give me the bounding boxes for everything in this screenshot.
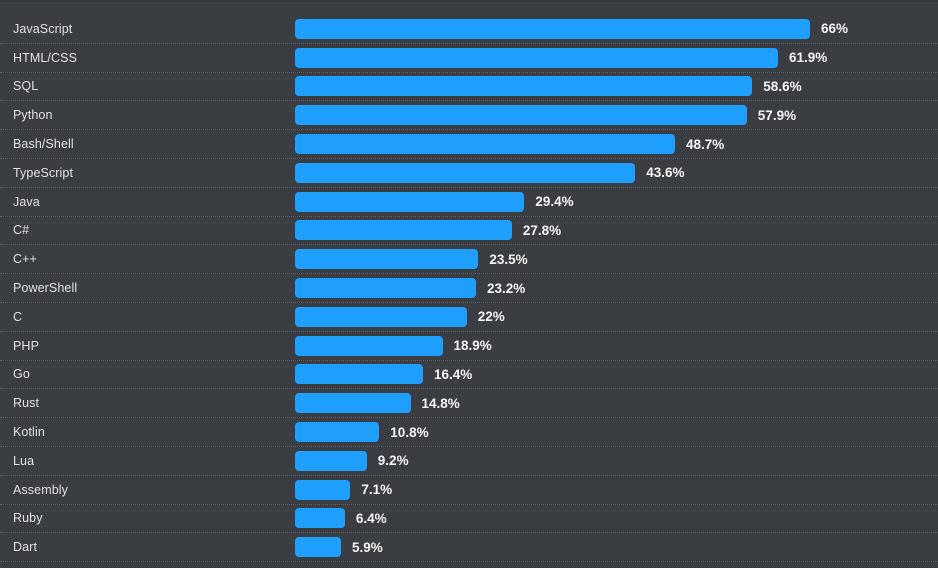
language-label: Ruby xyxy=(13,511,43,526)
chart-row: HTML/CSS 61.9% xyxy=(0,44,938,73)
language-label: Java xyxy=(13,194,40,209)
bar xyxy=(295,422,380,443)
bar xyxy=(295,105,747,126)
bar xyxy=(295,76,753,97)
bar xyxy=(295,479,351,500)
language-label: SQL xyxy=(13,79,39,94)
chart-row: Python 57.9% xyxy=(0,101,938,131)
chart-row: PHP 18.9% xyxy=(0,332,938,361)
chart-row: Ruby 6.4% xyxy=(0,505,938,534)
chart-row: Dart 5.9% xyxy=(0,533,938,563)
language-label: C# xyxy=(13,223,30,238)
bar xyxy=(295,220,512,241)
chart-row: JavaScript 66% xyxy=(0,15,938,44)
chart-row: Lua 9.2% xyxy=(0,447,938,476)
value-label: 57.9% xyxy=(757,107,797,123)
language-label: Bash/Shell xyxy=(13,137,74,152)
value-label: 29.4% xyxy=(535,194,574,210)
value-label: 18.9% xyxy=(453,338,492,354)
chart-row: C++ 23.5% xyxy=(0,245,938,275)
bar xyxy=(295,47,778,68)
language-label: C xyxy=(13,309,23,324)
value-label: 7.1% xyxy=(361,482,393,498)
value-label: 66% xyxy=(821,21,849,37)
language-label: PowerShell xyxy=(13,281,78,296)
chart-row: C# 27.8% xyxy=(0,217,938,246)
chart-row: SQL 58.6% xyxy=(0,73,938,102)
language-label: Kotlin xyxy=(13,425,45,440)
value-label: 14.8% xyxy=(421,395,460,411)
language-label: Dart xyxy=(13,540,38,555)
bar xyxy=(295,191,525,212)
bar xyxy=(295,508,345,529)
language-label: Lua xyxy=(13,453,35,468)
value-label: 43.6% xyxy=(646,165,685,181)
value-label: 16.4% xyxy=(434,366,473,382)
value-label: 61.9% xyxy=(789,50,828,66)
chart-row: TypeScript 43.6% xyxy=(0,159,938,188)
bar xyxy=(295,335,443,356)
language-label: JavaScript xyxy=(13,21,73,36)
bar xyxy=(295,162,636,183)
language-label: C++ xyxy=(13,252,37,267)
chart-row: C 22% xyxy=(0,303,938,332)
bar xyxy=(295,364,423,385)
language-label: Rust xyxy=(13,396,40,411)
language-label: PHP xyxy=(13,338,40,353)
value-label: 10.8% xyxy=(390,424,429,440)
bar xyxy=(295,537,341,558)
value-label: 58.6% xyxy=(763,78,802,94)
bar xyxy=(295,134,675,155)
value-label: 22% xyxy=(477,309,505,325)
bar xyxy=(295,249,479,270)
bar xyxy=(295,18,810,39)
language-label: Go xyxy=(13,367,30,382)
chart-row: Java 29.4% xyxy=(0,188,938,217)
chart-row: Bash/Shell 48.7% xyxy=(0,130,938,159)
value-label: 23.2% xyxy=(487,280,526,296)
chart-row: Rust 14.8% xyxy=(0,389,938,419)
language-label: Python xyxy=(13,108,53,123)
value-label: 23.5% xyxy=(489,251,528,267)
chart-row: PowerShell 23.2% xyxy=(0,274,938,303)
chart-row: Go 16.4% xyxy=(0,361,938,390)
value-label: 5.9% xyxy=(352,539,383,555)
language-label: HTML/CSS xyxy=(13,50,78,65)
value-label: 9.2% xyxy=(377,453,409,469)
chart-row: Kotlin 10.8% xyxy=(0,418,938,447)
language-label: Assembly xyxy=(13,482,68,497)
value-label: 6.4% xyxy=(355,510,387,526)
bar xyxy=(295,450,367,471)
bar xyxy=(295,393,411,414)
chart-row: Assembly 7.1% xyxy=(0,476,938,505)
value-label: 48.7% xyxy=(686,136,725,152)
bar xyxy=(295,278,476,299)
language-label: TypeScript xyxy=(13,165,74,180)
bar xyxy=(295,306,467,327)
value-label: 27.8% xyxy=(522,222,562,238)
